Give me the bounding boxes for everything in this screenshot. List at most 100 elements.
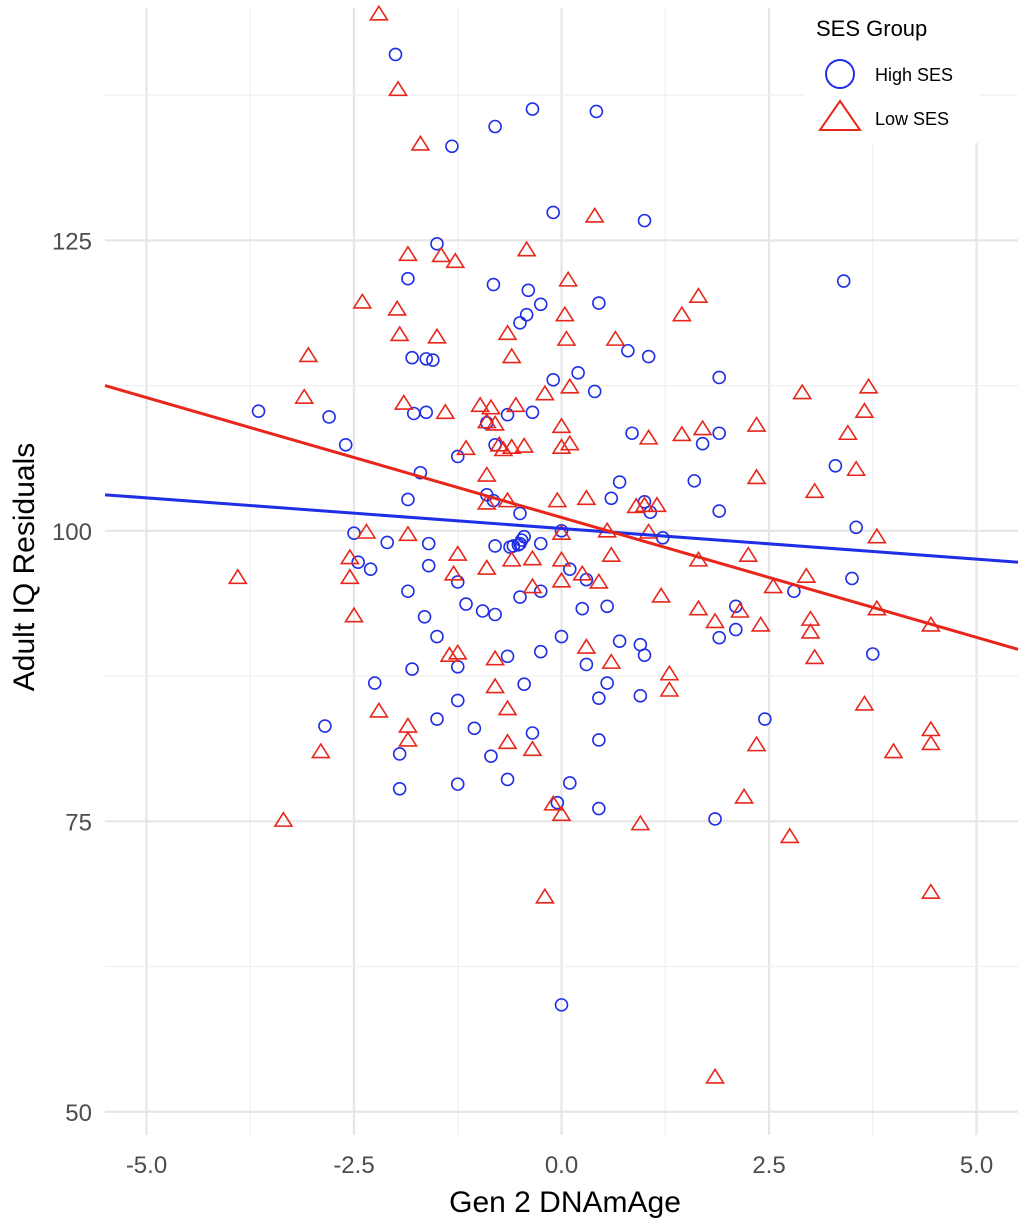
low-ses-point bbox=[534, 887, 555, 904]
high-ses-point bbox=[500, 407, 515, 422]
low-ses-point bbox=[497, 733, 518, 750]
high-ses-point bbox=[546, 372, 561, 387]
low-ses-point bbox=[505, 396, 526, 413]
high-ses-point bbox=[533, 644, 548, 659]
low-ses-point bbox=[601, 546, 622, 563]
x-tick-label: 0.0 bbox=[545, 1152, 578, 1179]
low-ses-point bbox=[556, 330, 577, 346]
high-ses-point bbox=[322, 410, 336, 424]
y-tick-label: 100 bbox=[52, 519, 92, 546]
low-ses-point bbox=[692, 419, 713, 436]
high-ses-point bbox=[450, 575, 465, 589]
x-tick-label: -5.0 bbox=[126, 1152, 167, 1179]
low-ses-point bbox=[273, 811, 294, 827]
low-ses-point bbox=[389, 325, 410, 342]
high-ses-point bbox=[488, 119, 502, 134]
low-ses-point bbox=[543, 794, 564, 811]
low-ses-point bbox=[634, 496, 655, 513]
low-ses-point bbox=[576, 638, 597, 654]
high-ses-point bbox=[612, 634, 627, 649]
low-ses-point bbox=[804, 482, 825, 499]
high-ses-point bbox=[637, 648, 652, 662]
y-tick-label: 50 bbox=[65, 1100, 92, 1127]
high-ses-point bbox=[413, 465, 428, 480]
high-ses-point bbox=[575, 601, 590, 616]
high-ses-point bbox=[500, 772, 515, 787]
low-ses-point bbox=[854, 694, 875, 711]
low-ses-point bbox=[605, 330, 626, 346]
low-ses-point bbox=[551, 438, 572, 454]
high-ses-point bbox=[836, 274, 851, 288]
high-ses-point bbox=[450, 693, 465, 708]
high-ses-point bbox=[604, 491, 619, 506]
low-ses-point bbox=[398, 525, 418, 542]
low-ses-point bbox=[497, 699, 518, 716]
trend-lines bbox=[104, 384, 1019, 651]
high-ses-point bbox=[571, 366, 585, 380]
high-ses-point bbox=[712, 370, 727, 385]
low-ses-point bbox=[746, 735, 767, 752]
low-ses-point bbox=[310, 742, 331, 759]
low-ses-point bbox=[763, 577, 784, 594]
high-ses-point bbox=[401, 271, 415, 286]
high-ses-point bbox=[562, 562, 577, 576]
high-ses-point bbox=[450, 777, 465, 791]
low-ses-point bbox=[427, 327, 447, 344]
x-tick-label: 5.0 bbox=[960, 1152, 993, 1179]
high-ses-point bbox=[633, 689, 648, 703]
high-ses-point bbox=[600, 676, 614, 690]
y-axis-title: Adult IQ Residuals bbox=[8, 443, 41, 691]
high-ses-point bbox=[419, 405, 434, 420]
high-ses-point bbox=[417, 610, 432, 624]
high-ses-point bbox=[388, 47, 403, 62]
low-ses-point bbox=[647, 496, 667, 513]
high-ses-point bbox=[579, 657, 594, 672]
high-ses-point bbox=[486, 277, 501, 292]
low-ses-point bbox=[558, 270, 579, 287]
high-ses-point bbox=[517, 529, 531, 544]
high-ses-point bbox=[712, 426, 727, 441]
high-ses-point bbox=[430, 237, 444, 251]
high-ses-point bbox=[592, 733, 606, 747]
high-ses-point bbox=[554, 629, 569, 644]
low-ses-point bbox=[497, 324, 518, 341]
high-ses-point bbox=[450, 449, 465, 464]
high-ses-point bbox=[758, 712, 772, 726]
low-ses-point bbox=[792, 383, 813, 400]
low-ses-point bbox=[522, 549, 543, 566]
low-ses-point bbox=[547, 491, 568, 508]
low-ses-point bbox=[298, 346, 319, 363]
low-ses-point bbox=[551, 805, 572, 822]
low-ses-point bbox=[398, 730, 418, 747]
low-ses-point bbox=[522, 740, 543, 757]
low-ses-point bbox=[493, 440, 514, 457]
high-ses-point bbox=[712, 630, 727, 645]
high-ses-point bbox=[625, 426, 639, 441]
legend-high-ses-label: High SES bbox=[875, 65, 953, 85]
high-ses-point bbox=[401, 492, 415, 507]
low-ses-point bbox=[858, 377, 879, 394]
low-ses-point bbox=[352, 292, 373, 309]
high-ses-point bbox=[401, 584, 415, 599]
low-ses-point bbox=[638, 428, 659, 445]
low-ses-point bbox=[476, 412, 497, 429]
y-tick-label: 75 bbox=[65, 809, 92, 836]
low-ses-point bbox=[688, 287, 709, 303]
high-ses-point bbox=[484, 749, 498, 764]
low-ses-point bbox=[659, 681, 680, 697]
high-ses-point bbox=[426, 353, 440, 367]
high-ses-point bbox=[641, 349, 656, 364]
high-ses-point bbox=[467, 721, 482, 736]
high-ses-point bbox=[445, 139, 459, 154]
low-ses-point bbox=[489, 435, 510, 452]
high-ses-point bbox=[562, 776, 577, 790]
high-ses-point bbox=[430, 629, 444, 644]
low-ses-point bbox=[447, 643, 468, 660]
high-ses-point bbox=[708, 812, 722, 826]
high-ses-point bbox=[318, 719, 332, 733]
low-ses-point bbox=[514, 437, 535, 453]
low-ses-point bbox=[501, 347, 522, 364]
low-ses-point bbox=[501, 550, 522, 567]
high-ses-point bbox=[405, 662, 419, 676]
